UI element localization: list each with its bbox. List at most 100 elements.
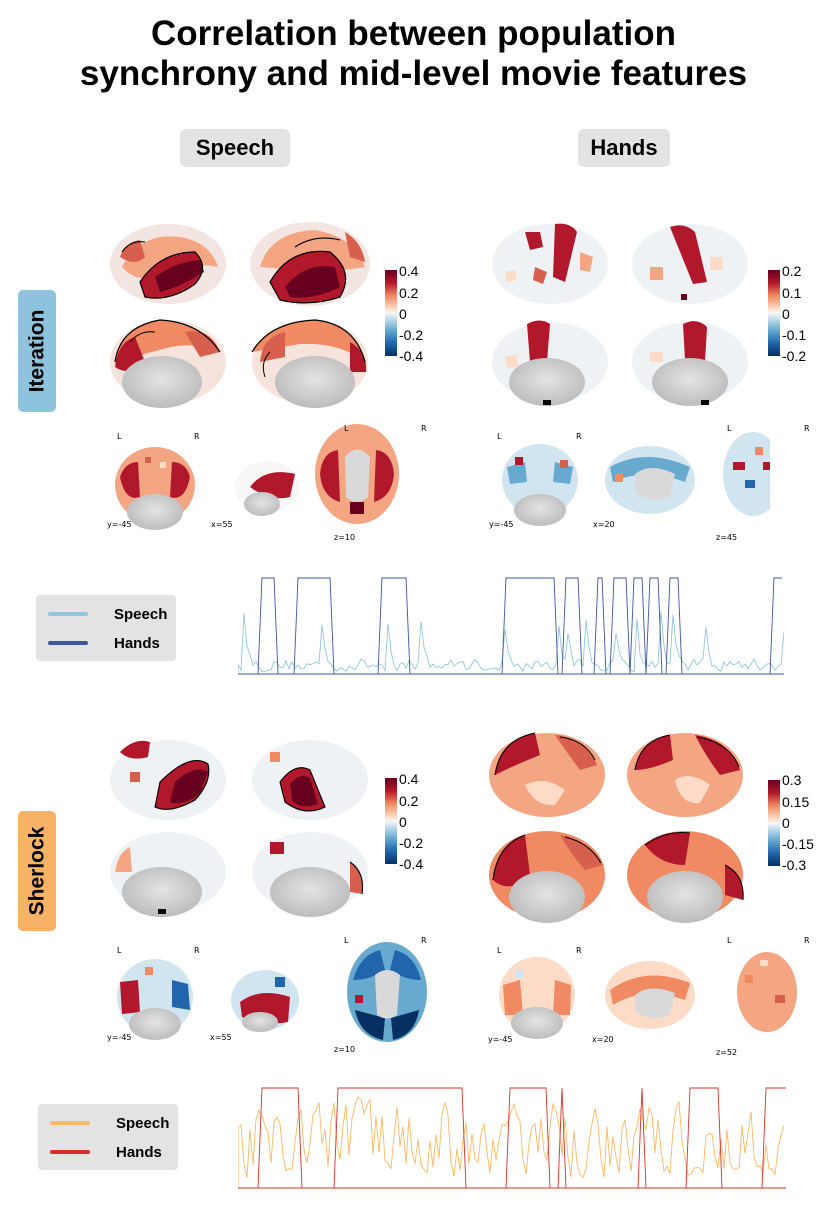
legend-swatch-hands	[50, 1150, 90, 1154]
slice-coord-axial: z=45	[716, 533, 738, 542]
legend-label-hands: Hands	[116, 1143, 162, 1161]
legend-label-speech: Speech	[116, 1114, 170, 1132]
cbar-tick: 0.1	[782, 285, 802, 301]
slice-coord-coronal: y=-45	[107, 1033, 132, 1042]
speech-trace	[238, 610, 784, 674]
legend-item-hands: Hands	[48, 633, 160, 653]
legend-label-speech: Speech	[114, 605, 168, 623]
coronal-slice	[115, 447, 195, 530]
slice-label-r-6: R	[421, 936, 427, 945]
slice-coord-axial: z=52	[716, 1048, 738, 1057]
legend-swatch-hands	[48, 641, 88, 645]
medial-right-surface	[627, 831, 744, 923]
cbar-tick: 0.15	[782, 794, 810, 810]
coronal-slice	[117, 959, 193, 1040]
slice-label-l-1: L	[117, 432, 122, 441]
slice-coord-sagittal: x=55	[210, 1033, 232, 1042]
cbar-tick: -0.4	[399, 856, 424, 872]
slice-label-l-8: L	[727, 936, 732, 945]
slice-coord-sagittal: x=55	[211, 520, 233, 529]
colorbar-sherlock-hands	[768, 780, 780, 866]
sagittal-slice	[605, 446, 695, 514]
slice-label-r-7: R	[576, 946, 582, 955]
column-header-hands: Hands	[578, 129, 670, 167]
cbar-tick: -0.2	[399, 835, 424, 851]
sagittal-slice	[231, 970, 299, 1032]
medial-left-surface	[110, 832, 226, 917]
slice-label-r-5: R	[194, 946, 200, 955]
timeseries-iteration	[238, 577, 784, 675]
medial-left-surface	[489, 831, 605, 923]
lateral-right-surface	[250, 222, 370, 306]
lateral-right-surface	[252, 740, 368, 820]
cbar-tick: 0.4	[399, 263, 419, 279]
slice-label-r-1: R	[194, 432, 200, 441]
slice-label-l-7: L	[497, 946, 502, 955]
legend-sherlock: Speech Hands	[38, 1104, 178, 1170]
cbar-tick: -0.15	[782, 836, 814, 852]
brain-panel-iteration-hands	[492, 223, 770, 526]
slice-coord-axial: z=10	[334, 1045, 356, 1054]
slice-coord-sagittal: x=20	[593, 520, 615, 529]
sagittal-slice	[235, 461, 299, 516]
lateral-left-surface	[492, 223, 608, 304]
speech-trace	[238, 1096, 785, 1188]
slice-label-l-4: L	[727, 424, 732, 433]
title-line-1: Correlation between population	[150, 14, 677, 53]
legend-item-speech: Speech	[48, 604, 167, 624]
cbar-tick: 0.2	[782, 263, 802, 279]
medial-left-surface	[492, 320, 608, 406]
slice-coord-sagittal: x=20	[592, 1035, 614, 1044]
slice-label-r-3: R	[576, 432, 582, 441]
colorbar-iteration-speech	[385, 270, 397, 356]
cbar-tick: 0.2	[399, 793, 419, 809]
slice-label-l-2: L	[344, 424, 349, 433]
figure-title: Correlation between population synchrony…	[0, 14, 827, 94]
sagittal-slice	[605, 961, 695, 1029]
cbar-tick: 0.4	[399, 771, 419, 787]
colorbar-iteration-hands	[768, 270, 780, 356]
medial-right-surface	[252, 832, 368, 917]
brain-panel-iteration-speech	[110, 222, 399, 530]
title-line-2: synchrony and mid-level movie features	[79, 54, 748, 93]
slice-coord-axial: z=10	[334, 533, 356, 542]
coronal-slice	[499, 957, 575, 1039]
brain-panel-sherlock-hands	[489, 732, 744, 1039]
legend-swatch-speech	[50, 1121, 90, 1125]
row-label-sherlock: Sherlock	[25, 826, 48, 916]
hands-trace	[238, 1087, 786, 1189]
slice-label-r-4: R	[804, 424, 810, 433]
axial-slice-sherlock-hands	[737, 952, 797, 1032]
lateral-left-surface	[110, 740, 226, 820]
coronal-slice	[502, 444, 578, 526]
slice-label-r-8: R	[804, 936, 810, 945]
medial-right-surface	[251, 319, 368, 408]
cbar-tick: 0	[399, 814, 407, 830]
legend-item-speech: Speech	[50, 1113, 169, 1133]
slice-label-l-6: L	[344, 936, 349, 945]
legend-item-hands: Hands	[50, 1142, 162, 1162]
cbar-tick: -0.3	[782, 857, 807, 873]
row-label-iteration: Iteration	[25, 309, 48, 393]
hands-trace	[238, 577, 782, 675]
brain-panel-sherlock-speech	[110, 740, 368, 1040]
row-tag-sherlock: Sherlock	[18, 811, 56, 931]
slice-coord-coronal: y=-45	[488, 1035, 513, 1044]
lateral-right-surface	[627, 733, 743, 817]
timeseries-sherlock	[238, 1087, 786, 1189]
cbar-tick: 0.3	[782, 772, 802, 788]
legend-iteration: Speech Hands	[36, 595, 176, 661]
column-header-speech: Speech	[180, 129, 290, 167]
axial-slice-sherlock-speech	[347, 942, 427, 1042]
cbar-tick: -0.4	[399, 348, 424, 364]
lateral-left-surface	[489, 732, 605, 817]
cbar-tick: -0.2	[399, 327, 424, 343]
slice-coord-coronal: y=-45	[107, 520, 132, 529]
cbar-tick: -0.2	[782, 348, 807, 364]
axial-slice	[723, 432, 770, 516]
row-tag-iteration: Iteration	[18, 290, 56, 412]
cbar-tick: 0.2	[399, 285, 419, 301]
axial-slice	[315, 424, 399, 524]
slice-coord-coronal: y=-45	[489, 520, 514, 529]
cbar-tick: -0.1	[782, 327, 807, 343]
